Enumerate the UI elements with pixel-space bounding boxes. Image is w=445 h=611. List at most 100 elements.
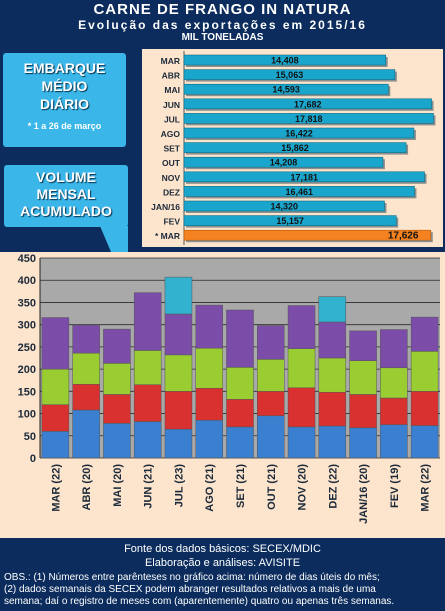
daily-value-label: 17,181 bbox=[291, 172, 319, 182]
stacked-segment bbox=[349, 360, 377, 395]
x-tick-label: MAI (20) bbox=[112, 464, 124, 507]
footer-analysis: Elaboração e análises: AVISITE bbox=[144, 557, 301, 569]
x-tick-label: DEZ (22) bbox=[327, 464, 339, 509]
stacked-segment bbox=[380, 367, 408, 399]
stacked-segment bbox=[164, 428, 193, 459]
x-tick-label: OUT (21) bbox=[266, 464, 278, 510]
footer-source: Fonte dos dados básicos: SECEX/MDIC bbox=[124, 543, 321, 555]
daily-bar-chart: MAR 14,408 ABR 15,063 MAI 14,593 JUN 17,682 JUL 1… bbox=[151, 51, 436, 245]
daily-category-label: * MAR bbox=[155, 231, 180, 241]
daily-value-label: 15,063 bbox=[276, 70, 304, 80]
stacked-segment bbox=[349, 330, 377, 361]
daily-value-label: 17,626 bbox=[388, 231, 419, 242]
stacked-segment bbox=[257, 325, 285, 360]
footer-note-3: semana; daí o registro de meses com (apa… bbox=[4, 596, 395, 607]
stacked-segment bbox=[103, 328, 131, 364]
stacked-segment bbox=[349, 427, 377, 459]
stacked-segment bbox=[349, 394, 377, 429]
x-tick-label: ABR (20) bbox=[81, 464, 93, 511]
stacked-segment bbox=[41, 431, 70, 459]
stacked-segment bbox=[287, 305, 316, 349]
daily-bar bbox=[183, 83, 389, 95]
y-tick-label: 300 bbox=[18, 320, 36, 332]
daily-value-label: 14,320 bbox=[270, 202, 298, 212]
y-tick-label: 100 bbox=[18, 409, 36, 421]
x-tick-label: JUN (21) bbox=[143, 464, 155, 509]
daily-value-label: 14,208 bbox=[270, 158, 298, 168]
daily-category-label: SET bbox=[163, 144, 180, 154]
daily-category-label: JUN bbox=[163, 100, 180, 110]
page-title: CARNE DE FRANGO IN NATURA bbox=[93, 1, 352, 18]
daily-bar bbox=[183, 200, 385, 212]
daily-category-label: DEZ bbox=[163, 187, 180, 197]
daily-bar bbox=[183, 98, 432, 110]
daily-bar bbox=[183, 229, 432, 241]
stacked-segment bbox=[195, 347, 223, 389]
daily-category-label: ABR bbox=[162, 71, 180, 81]
daily-callout-line-2: MÉDIO bbox=[41, 78, 88, 94]
stacked-segment bbox=[103, 363, 131, 395]
stacked-segment bbox=[72, 352, 100, 385]
daily-category-label: MAR bbox=[161, 56, 180, 66]
monthly-callout-line-3: ACUMULADO bbox=[20, 203, 112, 219]
stacked-segment bbox=[72, 324, 100, 354]
daily-category-label: JAN/16 bbox=[151, 202, 180, 212]
stacked-segment bbox=[410, 351, 439, 392]
stacked-segment bbox=[195, 304, 223, 349]
monthly-callout-line-2: MENSAL bbox=[36, 186, 96, 202]
daily-bar bbox=[183, 54, 387, 66]
daily-chart-panel: MAR 14,408 ABR 15,063 MAI 14,593 JUN 17,682 JUL 1… bbox=[142, 49, 443, 247]
footer-note-2: (2) dados semanais da SECEX podem abrang… bbox=[4, 584, 376, 595]
stacked-segment bbox=[257, 415, 285, 459]
daily-category-label: NOV bbox=[162, 173, 181, 183]
daily-callout: EMBARQUE MÉDIO DIÁRIO * 1 a 26 de março bbox=[3, 53, 126, 147]
daily-bar bbox=[183, 69, 396, 80]
daily-bar bbox=[183, 127, 415, 139]
daily-bar bbox=[183, 186, 415, 197]
y-tick-label: 0 bbox=[30, 453, 36, 465]
stacked-segment bbox=[287, 348, 316, 389]
daily-value-label: 15,157 bbox=[276, 216, 304, 226]
daily-value-label: 15,862 bbox=[281, 143, 309, 153]
stacked-segment bbox=[410, 316, 439, 352]
stacked-segment bbox=[195, 419, 223, 459]
stacked-segment bbox=[257, 391, 285, 417]
x-tick-label: FEV (19) bbox=[389, 464, 401, 508]
stacked-segment bbox=[380, 424, 408, 459]
monthly-stacked-chart: 0 50 100 150 200 250 300 350 400 450 MAR (22) ABR (… bbox=[18, 253, 440, 524]
daily-category-label: OUT bbox=[162, 158, 181, 168]
stacked-segment bbox=[226, 367, 254, 400]
x-tick-label: JAN/16 (20) bbox=[358, 464, 370, 524]
monthly-callout: VOLUME MENSAL ACUMULADO bbox=[4, 165, 128, 227]
daily-value-label: 14,408 bbox=[271, 56, 299, 66]
stacked-segment bbox=[72, 409, 100, 459]
stacked-segment bbox=[164, 276, 193, 315]
x-tick-label: JUL (23) bbox=[173, 464, 185, 508]
daily-callout-line-3: DIÁRIO bbox=[40, 96, 89, 112]
stacked-segment bbox=[380, 329, 408, 369]
stacked-segment bbox=[41, 317, 70, 370]
stacked-segment bbox=[287, 426, 316, 459]
monthly-callout-line-1: VOLUME bbox=[36, 169, 96, 185]
stacked-segment bbox=[257, 359, 285, 392]
y-tick-label: 450 bbox=[18, 253, 36, 265]
y-tick-label: 150 bbox=[18, 386, 36, 398]
x-tick-label: MAR (22) bbox=[50, 464, 62, 512]
footer-note-1: OBS.: (1) Números entre parênteses no gr… bbox=[4, 572, 380, 583]
stacked-segment bbox=[318, 357, 347, 393]
daily-callout-note: * 1 a 26 de março bbox=[27, 121, 102, 131]
daily-category-label: FEV bbox=[163, 217, 180, 227]
daily-bar bbox=[183, 156, 384, 168]
stacked-segment bbox=[41, 368, 70, 405]
daily-category-label: MAI bbox=[164, 85, 180, 95]
stacked-segment bbox=[133, 421, 162, 459]
y-tick-label: 400 bbox=[18, 275, 36, 287]
x-tick-label: MAR (22) bbox=[420, 464, 432, 512]
monthly-chart-panel: 0 50 100 150 200 250 300 350 400 450 MAR (22) ABR (… bbox=[0, 252, 445, 538]
unit-label: MIL TONELADAS bbox=[181, 32, 264, 43]
stacked-segment bbox=[318, 425, 347, 459]
daily-bar bbox=[183, 215, 397, 226]
daily-category-label: JUL bbox=[164, 114, 180, 124]
stacked-segment bbox=[103, 423, 131, 459]
